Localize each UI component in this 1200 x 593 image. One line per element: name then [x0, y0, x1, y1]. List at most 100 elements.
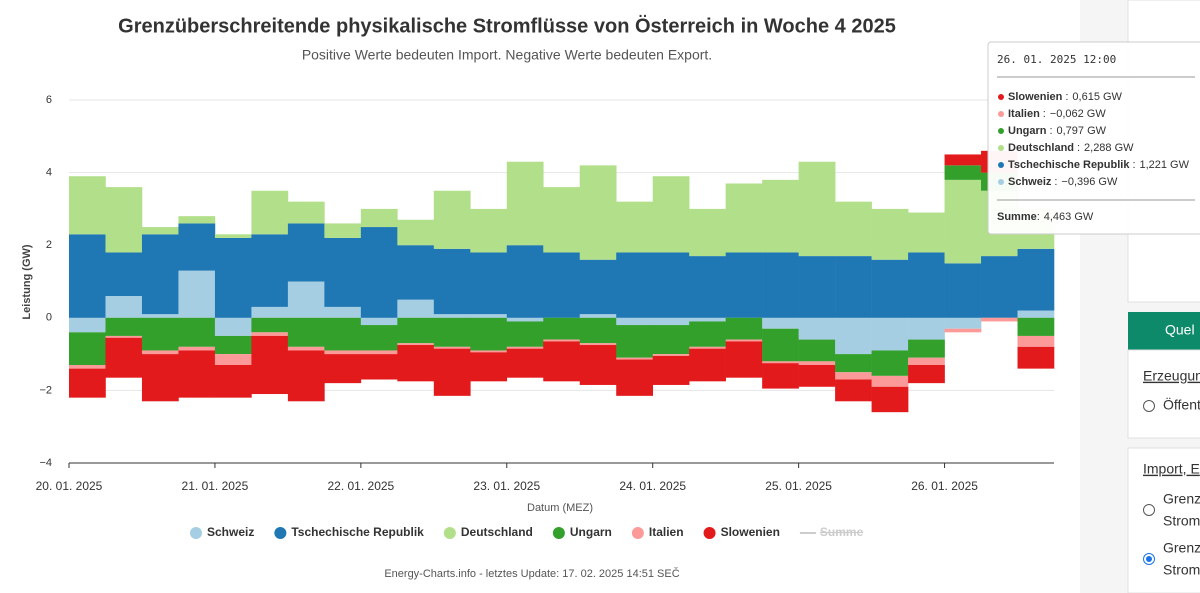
- bar-segment: [944, 328, 982, 333]
- sidebar-option[interactable]: Grenz: [1163, 491, 1200, 507]
- bar-segment: [141, 317, 179, 351]
- sidebar-option[interactable]: Öffent: [1163, 396, 1200, 413]
- bar-segment: [433, 248, 471, 315]
- bar-segment: [944, 263, 982, 318]
- legend-label[interactable]: Deutschland: [461, 525, 533, 539]
- bar-segment: [433, 314, 471, 318]
- bar-segment: [616, 325, 654, 358]
- bar-segment: [433, 190, 471, 249]
- bar-segment: [433, 346, 471, 349]
- tooltip-name: Slowenien: [1008, 91, 1063, 103]
- bar-segment: [579, 343, 617, 346]
- bar-segment: [251, 332, 289, 336]
- bar-segment: [871, 386, 909, 413]
- y-tick-label: 6: [46, 94, 52, 106]
- legend-label[interactable]: Slowenien: [721, 525, 780, 539]
- bar-segment: [543, 317, 581, 340]
- sidebar-option[interactable]: Strom: [1163, 562, 1200, 578]
- legend-label[interactable]: Schweiz: [207, 525, 254, 539]
- tooltip-colon: :: [1132, 159, 1135, 171]
- bar-segment: [981, 256, 1018, 318]
- tooltip-title: 26. 01. 2025 12:00: [997, 53, 1116, 66]
- tooltip-colon: :: [1037, 211, 1040, 223]
- bar-segment: [579, 165, 617, 260]
- sidebar-panel: [1127, 447, 1200, 593]
- legend-label[interactable]: Italien: [649, 525, 684, 539]
- radio[interactable]: [1143, 504, 1155, 516]
- bar-segment: [908, 364, 945, 384]
- tooltip-colon: :: [1077, 142, 1080, 154]
- bar-segment: [324, 237, 362, 307]
- bar-segment: [397, 245, 435, 300]
- tooltip-marker: [998, 94, 1004, 100]
- bar-segment: [324, 317, 362, 351]
- bar-segment: [69, 317, 106, 333]
- bar-segment: [725, 317, 763, 340]
- tooltip-name: Deutschland: [1008, 142, 1074, 154]
- y-tick-label: 4: [46, 167, 52, 179]
- sidebar-option[interactable]: Grenz: [1163, 540, 1200, 556]
- bar-segment: [762, 328, 799, 362]
- tooltip-value: 0,615 GW: [1072, 91, 1122, 103]
- bar-segment: [105, 252, 143, 297]
- legend-label[interactable]: Summe: [820, 525, 864, 539]
- bar-segment: [470, 314, 508, 318]
- bar-segment: [725, 252, 763, 318]
- bar-segment: [725, 183, 763, 253]
- tooltip-sum-name: Summe: [997, 211, 1037, 223]
- bar-segment: [214, 317, 252, 336]
- bar-segment: [543, 252, 581, 318]
- sidebar-group[interactable]: Erzeugun: [1143, 368, 1200, 384]
- bar-segment: [178, 317, 216, 347]
- bar-segment: [1017, 310, 1055, 318]
- bar-segment: [178, 270, 216, 318]
- bar-segment: [908, 212, 945, 253]
- bar-segment: [579, 345, 617, 385]
- bar-segment: [251, 317, 289, 333]
- bar-segment: [908, 252, 945, 318]
- bar-segment: [689, 321, 726, 347]
- tooltip-value: −0,396 GW: [1061, 176, 1118, 188]
- x-tick-label: 20. 01. 2025: [36, 479, 103, 493]
- bar-segment: [324, 223, 362, 238]
- bar-segment: [579, 317, 617, 344]
- bar-segment: [798, 317, 836, 340]
- sidebar-option[interactable]: Strom: [1163, 513, 1200, 529]
- bar-segment: [944, 179, 982, 264]
- bar-segment: [141, 350, 179, 355]
- bar-segment: [287, 346, 325, 351]
- bar-segment: [69, 176, 106, 235]
- bar-segment: [360, 354, 398, 380]
- tooltip-name: Tschechische Republik: [1008, 159, 1130, 171]
- bar-segment: [105, 337, 143, 378]
- credits: Energy-Charts.info - letztes Update: 17.…: [384, 567, 679, 580]
- legend-label[interactable]: Ungarn: [570, 525, 612, 539]
- bar-segment: [324, 354, 362, 384]
- x-tick-label: 22. 01. 2025: [327, 479, 394, 493]
- legend-label[interactable]: Tschechische Republik: [291, 525, 424, 539]
- y-axis-label: Leistung (GW): [21, 244, 33, 319]
- bar-segment: [470, 350, 508, 353]
- chart-title: Grenzüberschreitende physikalische Strom…: [118, 14, 896, 37]
- bar-segment: [689, 208, 726, 257]
- bar-segment: [725, 341, 763, 378]
- plot-area: −4 −2 0 2 4 6 20. 01. 2025 21. 01. 2025 22. 01. …: [36, 94, 1055, 493]
- bar-segment: [579, 259, 617, 315]
- radio[interactable]: [1143, 400, 1155, 412]
- sidebar-group[interactable]: Import, E: [1143, 461, 1200, 477]
- bar-segment: [397, 345, 435, 382]
- tooltip-marker: [998, 162, 1004, 168]
- bar-segment: [506, 348, 544, 378]
- bar-segment: [251, 190, 289, 235]
- x-tick-label: 24. 01. 2025: [619, 479, 686, 493]
- bar-segment: [616, 357, 654, 360]
- bar-segment: [324, 350, 362, 355]
- bar-segment: [762, 363, 799, 389]
- bar-segment: [835, 201, 872, 257]
- bar-segment: [798, 364, 836, 387]
- bar-segment: [762, 252, 799, 318]
- tooltip-marker: [998, 128, 1004, 134]
